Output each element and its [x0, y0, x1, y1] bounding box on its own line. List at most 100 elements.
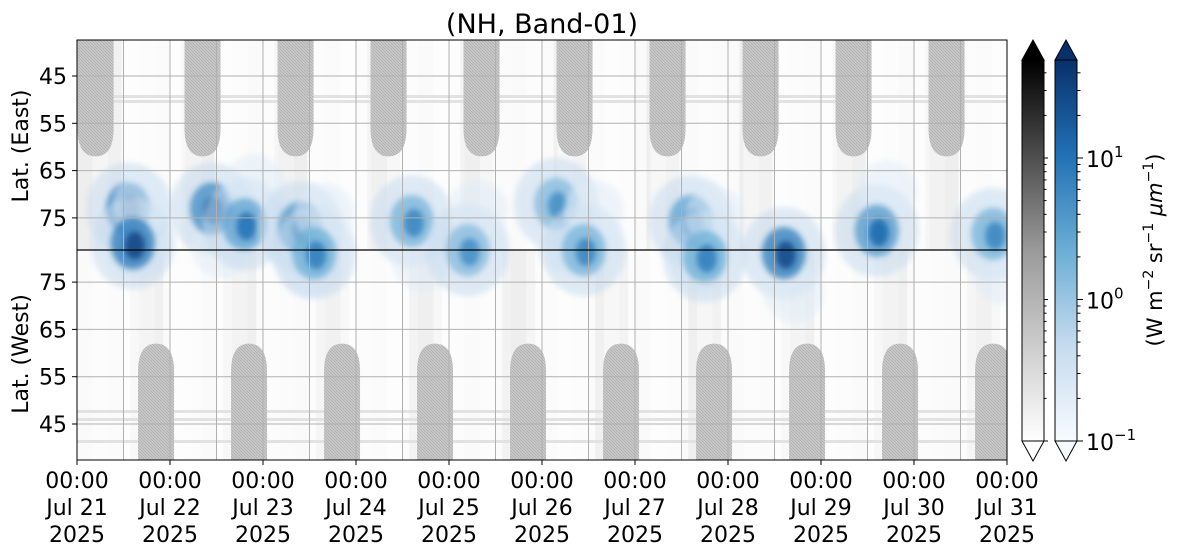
plot-area — [77, 40, 1007, 460]
x-tick-label-year: 2025 — [979, 523, 1035, 548]
x-tick-label-day: Jul 23 — [230, 496, 294, 521]
x-tick-label-year: 2025 — [607, 523, 663, 548]
colorbar-tick-base: 10 — [1086, 290, 1114, 315]
colorbar-tick-exponent: 0 — [1114, 285, 1124, 303]
colorbar-gray-body — [1021, 59, 1045, 442]
x-tick-label-year: 2025 — [700, 523, 756, 548]
gray-region-west — [789, 343, 826, 460]
gray-regions — [77, 40, 1007, 460]
x-tick-label-year: 2025 — [142, 523, 198, 548]
x-tick-label-time: 00:00 — [975, 469, 1038, 494]
x-tick-label-year: 2025 — [49, 523, 105, 548]
gray-region-east — [77, 40, 114, 157]
intensity-layer — [86, 154, 1007, 324]
gray-region-east — [184, 40, 221, 157]
x-tick-label-day: Jul 26 — [509, 496, 573, 521]
gray-region-east — [649, 40, 686, 157]
x-tick-label-year: 2025 — [793, 523, 849, 548]
x-tick-label-day: Jul 31 — [974, 496, 1038, 521]
x-tick-label-time: 00:00 — [138, 469, 201, 494]
intensity-core — [696, 244, 717, 273]
gray-region-west — [975, 343, 1007, 460]
y-tick-label-east: 65 — [39, 160, 67, 185]
y-tick-label-west: 45 — [39, 413, 67, 438]
colorbar-label-exp3: −1 — [1141, 162, 1157, 183]
x-tick-label-day: Jul 24 — [323, 496, 387, 521]
x-tick-label-day: Jul 28 — [695, 496, 759, 521]
gray-region-west — [324, 343, 361, 460]
colorbar-label-exp2: −1 — [1141, 223, 1157, 244]
x-tick-label-year: 2025 — [886, 523, 942, 548]
intensity-core — [985, 221, 1006, 250]
colorbar-gray-extend-top — [1021, 38, 1045, 61]
intensity-core — [403, 209, 424, 238]
x-tick-label-time: 00:00 — [510, 469, 573, 494]
x-tick-label-time: 00:00 — [324, 469, 387, 494]
colorbar-label: (W m−2 sr−1 μm−1) — [1141, 154, 1167, 347]
intensity-core — [306, 241, 327, 270]
colorbar-label-end: ) — [1143, 154, 1167, 162]
gray-region-west — [138, 343, 175, 460]
colorbar-tick-exponent: 1 — [1114, 143, 1124, 161]
colorbar-blue-extend-top — [1054, 38, 1078, 61]
x-tick-label-day: Jul 29 — [788, 496, 852, 521]
chart-title: (NH, Band-01) — [446, 9, 638, 40]
colorbar-tick-label: 10−1 — [1086, 426, 1136, 456]
x-tick-label-day: Jul 27 — [602, 496, 666, 521]
intensity-core — [575, 238, 596, 267]
x-tick-label-time: 00:00 — [789, 469, 852, 494]
colorbar-label-exp1: −2 — [1141, 270, 1157, 291]
x-tick-label-time: 00:00 — [45, 469, 108, 494]
colorbar-gray — [1021, 38, 1045, 463]
x-tick-label-day: Jul 22 — [137, 496, 201, 521]
gray-region-east — [835, 40, 872, 157]
y-tick-label-west: 65 — [39, 318, 67, 343]
colorbar-tick-exponent: −1 — [1114, 426, 1136, 444]
gray-region-east — [556, 40, 593, 157]
x-tick-label-time: 00:00 — [696, 469, 759, 494]
y-axis-ticks: 45 55 65 75 75 65 55 45 — [39, 65, 77, 438]
gray-region-east — [742, 40, 779, 157]
gray-region-east — [928, 40, 965, 157]
intensity-core — [236, 212, 257, 241]
colorbar-tick-base: 10 — [1086, 431, 1114, 456]
x-tick-label-year: 2025 — [328, 523, 384, 548]
colorbar-blue-body — [1054, 59, 1078, 442]
colorbar-blue-extend-bottom — [1054, 440, 1078, 463]
colorbar-blue — [1054, 38, 1078, 463]
x-tick-label-year: 2025 — [514, 523, 570, 548]
gray-region-west — [417, 343, 454, 460]
colorbar-tick-base: 10 — [1086, 148, 1114, 173]
colorbar-label-sr: sr — [1143, 243, 1167, 270]
y-axis-label-east: Lat. (East) — [9, 90, 34, 203]
x-tick-label-year: 2025 — [235, 523, 291, 548]
y-tick-label-east: 45 — [39, 65, 67, 90]
x-tick-label-time: 00:00 — [882, 469, 945, 494]
colorbar-gray-extend-bottom — [1021, 440, 1045, 463]
x-tick-label-day: Jul 25 — [416, 496, 480, 521]
gray-region-east — [463, 40, 500, 157]
gray-region-west — [603, 343, 640, 460]
gray-region-west — [696, 343, 733, 460]
intensity-core — [868, 218, 889, 247]
gray-region-east — [277, 40, 314, 157]
y-tick-label-west: 55 — [39, 366, 67, 391]
gray-region-east — [370, 40, 407, 157]
x-tick-label-year: 2025 — [421, 523, 477, 548]
y-axis-label-west: Lat. (West) — [9, 294, 34, 414]
colorbar-label-um: μm — [1143, 182, 1167, 223]
intensity-core — [459, 238, 480, 267]
colorbar-tick-label: 100 — [1086, 285, 1124, 315]
y-tick-label-west: 75 — [39, 271, 67, 296]
y-tick-label-east: 75 — [39, 207, 67, 232]
intensity-core — [124, 231, 145, 260]
gray-region-west — [231, 343, 268, 460]
gray-region-west — [882, 343, 919, 460]
x-tick-label-time: 00:00 — [417, 469, 480, 494]
colorbar-tick-label: 101 — [1086, 143, 1124, 173]
x-tick-label-day: Jul 21 — [44, 496, 108, 521]
y-tick-label-east: 55 — [39, 112, 67, 137]
